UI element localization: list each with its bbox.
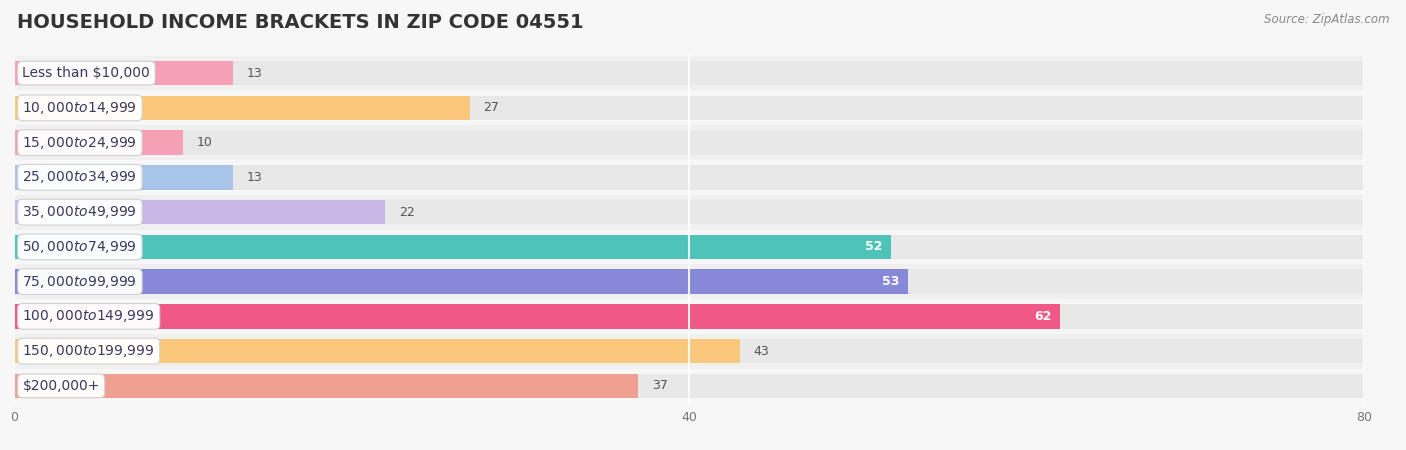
Bar — [14, 160, 1364, 195]
Text: 52: 52 — [866, 240, 883, 253]
Bar — [14, 96, 470, 120]
Bar — [14, 195, 1364, 230]
Bar — [14, 304, 1364, 328]
Text: $15,000 to $24,999: $15,000 to $24,999 — [22, 135, 138, 151]
Text: 43: 43 — [754, 345, 769, 358]
Bar — [14, 165, 233, 189]
Text: $35,000 to $49,999: $35,000 to $49,999 — [22, 204, 138, 220]
Text: $10,000 to $14,999: $10,000 to $14,999 — [22, 100, 138, 116]
Text: HOUSEHOLD INCOME BRACKETS IN ZIP CODE 04551: HOUSEHOLD INCOME BRACKETS IN ZIP CODE 04… — [17, 14, 583, 32]
Text: 13: 13 — [247, 171, 263, 184]
Bar — [14, 200, 1364, 224]
Bar — [14, 339, 1364, 363]
Bar — [14, 230, 1364, 264]
Text: $50,000 to $74,999: $50,000 to $74,999 — [22, 239, 138, 255]
Bar — [14, 130, 183, 155]
Text: 13: 13 — [247, 67, 263, 80]
Text: Source: ZipAtlas.com: Source: ZipAtlas.com — [1264, 14, 1389, 27]
Bar — [14, 130, 1364, 155]
Text: 37: 37 — [652, 379, 668, 392]
Bar — [14, 96, 1364, 120]
Bar — [14, 374, 638, 398]
Text: 53: 53 — [883, 275, 900, 288]
Bar — [14, 61, 1364, 86]
Bar — [14, 334, 1364, 369]
Text: $150,000 to $199,999: $150,000 to $199,999 — [22, 343, 155, 359]
Bar — [14, 235, 1364, 259]
Bar — [14, 264, 1364, 299]
Text: $100,000 to $149,999: $100,000 to $149,999 — [22, 308, 155, 324]
Bar — [14, 125, 1364, 160]
Bar — [14, 165, 1364, 189]
Text: Less than $10,000: Less than $10,000 — [22, 66, 150, 80]
Text: 10: 10 — [197, 136, 212, 149]
Bar — [14, 235, 891, 259]
Bar — [14, 339, 740, 363]
Bar — [14, 61, 233, 86]
Bar — [14, 56, 1364, 90]
Text: 27: 27 — [484, 101, 499, 114]
Bar — [14, 299, 1364, 334]
Bar — [14, 270, 908, 294]
Text: $200,000+: $200,000+ — [22, 379, 100, 393]
Bar — [14, 270, 1364, 294]
Bar — [14, 90, 1364, 125]
Text: 22: 22 — [399, 206, 415, 219]
Text: $25,000 to $34,999: $25,000 to $34,999 — [22, 169, 138, 185]
Bar — [14, 304, 1060, 328]
Bar — [14, 374, 1364, 398]
Text: 62: 62 — [1035, 310, 1052, 323]
Bar — [14, 369, 1364, 403]
Text: $75,000 to $99,999: $75,000 to $99,999 — [22, 274, 138, 290]
Bar — [14, 200, 385, 224]
